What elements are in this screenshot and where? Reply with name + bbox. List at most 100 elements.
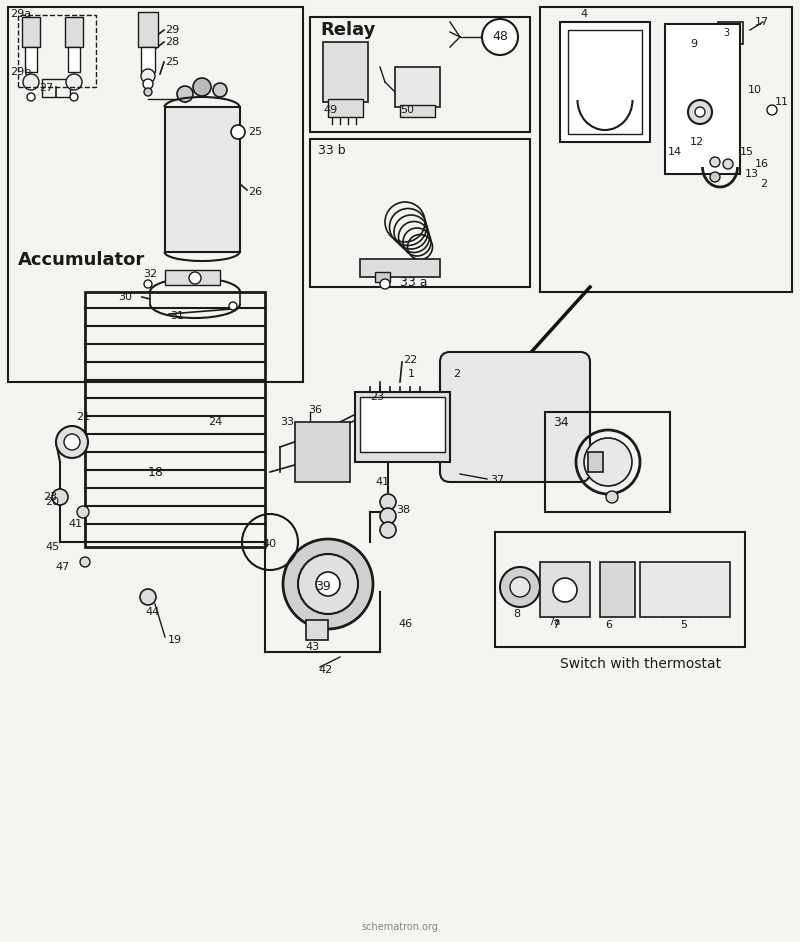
Bar: [165, 270, 220, 285]
Text: 1: 1: [408, 369, 415, 379]
Bar: [360, 397, 445, 452]
Circle shape: [143, 79, 153, 89]
Circle shape: [553, 578, 577, 602]
Bar: [178, 159, 218, 184]
Bar: [540, 7, 792, 292]
Text: 19: 19: [168, 635, 182, 645]
Bar: [310, 139, 530, 287]
Text: 9: 9: [690, 39, 697, 49]
Bar: [25, 47, 37, 72]
Circle shape: [213, 83, 227, 97]
Text: 2: 2: [760, 179, 767, 189]
Circle shape: [144, 280, 152, 288]
Circle shape: [316, 572, 340, 596]
Bar: [138, 12, 158, 47]
Text: 22: 22: [403, 355, 418, 365]
Circle shape: [177, 86, 193, 102]
Text: 26: 26: [248, 187, 262, 197]
Text: 16: 16: [755, 159, 769, 169]
Text: 41: 41: [68, 519, 82, 529]
Text: 10: 10: [748, 85, 762, 95]
Circle shape: [380, 522, 396, 538]
Bar: [310, 17, 530, 132]
Text: 7a: 7a: [548, 617, 560, 627]
Bar: [18, 15, 96, 87]
Text: 15: 15: [740, 147, 754, 157]
Text: 29: 29: [165, 25, 179, 35]
Circle shape: [482, 19, 518, 55]
Bar: [640, 562, 730, 617]
Circle shape: [193, 78, 211, 96]
Text: 46: 46: [398, 619, 412, 629]
Text: 33 b: 33 b: [318, 143, 346, 156]
Bar: [400, 105, 435, 117]
Circle shape: [380, 279, 390, 289]
Text: 3: 3: [723, 28, 729, 38]
Text: Relay: Relay: [320, 21, 375, 39]
Text: 20: 20: [45, 497, 59, 507]
Text: 14: 14: [668, 147, 682, 157]
Circle shape: [723, 159, 733, 169]
Text: 23: 23: [43, 492, 57, 502]
Text: 43: 43: [305, 642, 319, 652]
Bar: [718, 22, 743, 44]
Text: schematron.org: schematron.org: [362, 922, 438, 932]
Circle shape: [767, 105, 777, 115]
Bar: [545, 412, 670, 512]
Text: 42: 42: [318, 665, 332, 675]
Bar: [560, 22, 650, 142]
Circle shape: [380, 508, 396, 524]
Circle shape: [189, 272, 201, 284]
Circle shape: [140, 589, 156, 605]
Bar: [395, 67, 440, 107]
Text: Accumulator: Accumulator: [18, 251, 146, 269]
Text: 34: 34: [553, 415, 569, 429]
Bar: [328, 99, 363, 117]
Text: 38: 38: [396, 505, 410, 515]
Text: 4: 4: [580, 9, 587, 19]
Text: 36: 36: [308, 405, 322, 415]
Text: 29a: 29a: [10, 9, 31, 19]
Text: 45: 45: [45, 542, 59, 552]
Circle shape: [80, 557, 90, 567]
Bar: [65, 17, 83, 47]
Circle shape: [23, 74, 39, 90]
Bar: [495, 532, 745, 647]
Bar: [8, 7, 303, 382]
Bar: [22, 17, 40, 47]
Text: 13: 13: [745, 169, 759, 179]
Text: 40: 40: [262, 539, 276, 549]
Bar: [665, 24, 740, 174]
Text: 11: 11: [775, 97, 789, 107]
Text: 33: 33: [280, 417, 294, 427]
Bar: [375, 272, 390, 282]
Bar: [295, 422, 350, 482]
Bar: [323, 42, 368, 102]
Text: 17: 17: [755, 17, 769, 27]
Text: 39: 39: [315, 579, 331, 593]
Circle shape: [66, 74, 82, 90]
Text: 5: 5: [680, 620, 687, 630]
Circle shape: [231, 125, 245, 139]
Text: 25: 25: [248, 127, 262, 137]
Bar: [42, 79, 70, 97]
Bar: [360, 259, 440, 277]
Circle shape: [229, 302, 237, 310]
Text: 6: 6: [605, 620, 612, 630]
Circle shape: [710, 172, 720, 182]
Circle shape: [144, 88, 152, 96]
Circle shape: [584, 438, 632, 486]
Bar: [306, 620, 328, 640]
Bar: [68, 47, 80, 72]
Text: 25: 25: [165, 57, 179, 67]
Text: 8: 8: [513, 609, 520, 619]
Bar: [600, 562, 635, 617]
Text: Switch with thermostat: Switch with thermostat: [560, 657, 721, 671]
Text: 41: 41: [375, 477, 389, 487]
Circle shape: [688, 100, 712, 124]
Text: 32: 32: [143, 269, 157, 279]
Bar: [568, 30, 642, 134]
Text: 24: 24: [208, 417, 222, 427]
Text: 7: 7: [552, 620, 559, 630]
Text: 50: 50: [400, 105, 414, 115]
